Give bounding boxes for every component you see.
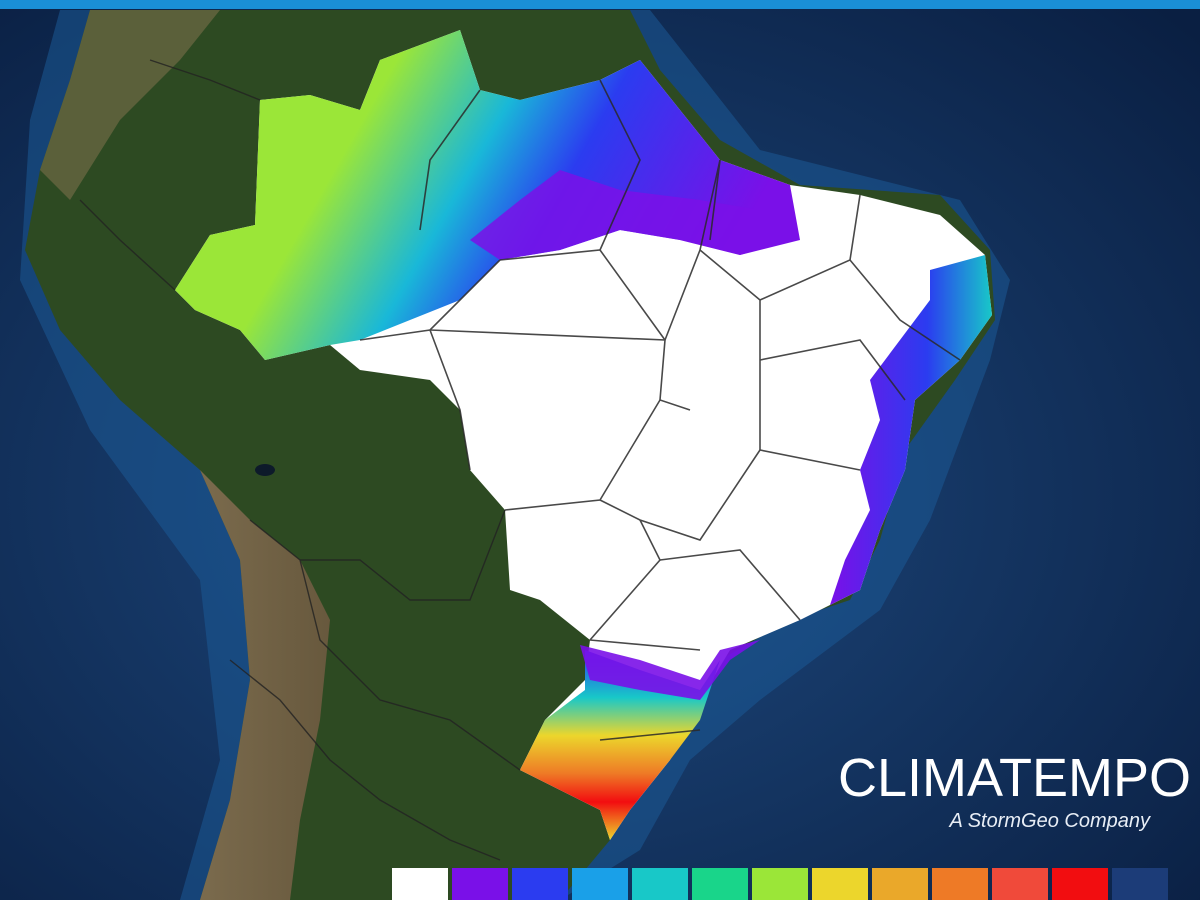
- legend-swatch-7: [752, 868, 808, 900]
- legend-swatch-13: [1112, 868, 1168, 900]
- rain-field-south: [520, 650, 720, 840]
- rain-field-east-coast: [830, 255, 992, 605]
- rain-field-south-edge: [580, 640, 760, 700]
- top-accent-bar: [0, 0, 1200, 9]
- highland-terrain: [40, 10, 220, 200]
- state-boundaries: [359, 79, 961, 741]
- color-legend: [392, 868, 1172, 900]
- legend-swatch-3: [512, 868, 568, 900]
- national-boundaries: [79, 59, 521, 861]
- legend-swatch-5: [632, 868, 688, 900]
- legend-swatch-6: [692, 868, 748, 900]
- andes-terrain: [25, 250, 330, 900]
- legend-swatch-12: [1052, 868, 1108, 900]
- legend-swatch-8: [812, 868, 868, 900]
- legend-swatch-2: [452, 868, 508, 900]
- legend-swatch-10: [932, 868, 988, 900]
- legend-swatch-11: [992, 868, 1048, 900]
- rain-field-north: [175, 30, 800, 360]
- legend-swatch-9: [872, 868, 928, 900]
- lake-titicaca: [255, 464, 275, 476]
- brand-logo: CLIMATEMPO A StormGeo Company: [838, 748, 1192, 833]
- legend-swatch-4: [572, 868, 628, 900]
- brand-wordmark: CLIMATEMPO: [838, 748, 1192, 808]
- brand-tagline: A StormGeo Company: [949, 810, 1150, 832]
- legend-swatch-1: [392, 868, 448, 900]
